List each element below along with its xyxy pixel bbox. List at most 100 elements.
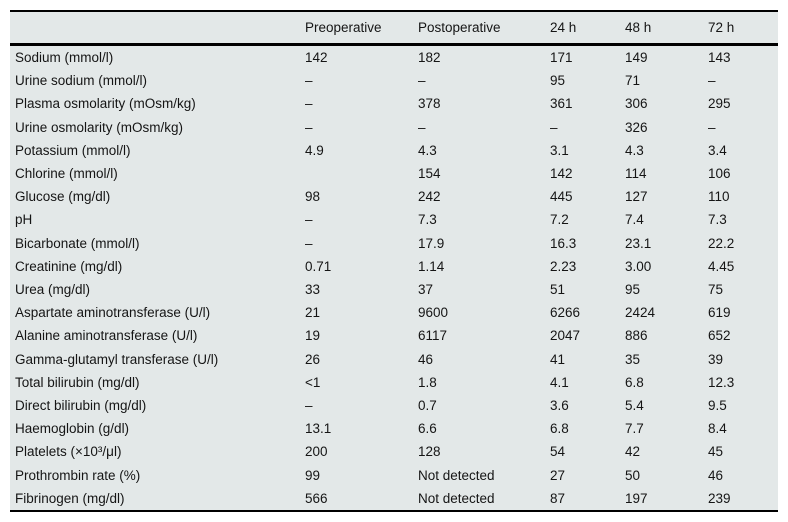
cell: – <box>305 235 313 251</box>
table-row: Gamma-glutamyl transferase (U/l) 26 46 41 35… <box>10 348 778 371</box>
cell: 37 <box>418 282 434 298</box>
cell: 26 <box>305 351 321 367</box>
row-label: Urine osmolarity (mOsm/kg) <box>15 119 184 135</box>
table-row: Direct bilirubin (mg/dl) – 0.7 3.6 5.4 9.5 <box>10 394 778 417</box>
row-label: Prothrombin rate (%) <box>15 467 141 483</box>
cell: – <box>305 212 313 228</box>
row-label: Fibrinogen (mg/dl) <box>15 490 125 506</box>
cell: 110 <box>708 189 730 205</box>
table-row: Glucose (mg/dl) 98 242 445 127 110 <box>10 185 778 208</box>
cell: 7.3 <box>708 212 727 228</box>
cell: 87 <box>550 490 566 506</box>
cell: 171 <box>550 50 573 65</box>
cell: 46 <box>708 467 724 483</box>
cell: 13.1 <box>305 421 332 437</box>
cell: 95 <box>625 282 641 298</box>
cell: 6.6 <box>418 421 437 437</box>
cell: – <box>418 73 426 89</box>
cell: 45 <box>708 444 724 460</box>
row-label: Sodium (mmol/l) <box>15 50 114 65</box>
cell: 21 <box>305 305 321 321</box>
cell: 7.7 <box>625 421 644 437</box>
table-row: Platelets (×10³/μl) 200 128 54 42 45 <box>10 440 778 463</box>
row-label: Alanine aminotransferase (U/l) <box>15 328 198 344</box>
cell: 2047 <box>550 328 581 344</box>
cell: Not detected <box>418 490 495 506</box>
table-row: Urea (mg/dl) 33 37 51 95 75 <box>10 278 778 301</box>
row-label: Plasma osmolarity (mOsm/kg) <box>15 96 196 112</box>
cell: 149 <box>625 50 648 65</box>
cell: 1.14 <box>418 258 445 274</box>
table-row: Total bilirubin (mg/dl) <1 1.8 4.1 6.8 12.3 <box>10 371 778 394</box>
cell: – <box>550 119 558 135</box>
cell: 7.4 <box>625 212 644 228</box>
cell: 50 <box>625 467 641 483</box>
cell: 3.1 <box>550 142 569 158</box>
cell: 886 <box>625 328 648 344</box>
row-label: Aspartate aminotransferase (U/l) <box>15 305 211 321</box>
cell: 128 <box>418 444 441 460</box>
lab-results-table: Preoperative Postoperative 24 h 48 h 72 … <box>10 10 778 513</box>
table-row: Alanine aminotransferase (U/l) 19 6117 2047… <box>10 324 778 347</box>
cell: 41 <box>550 351 566 367</box>
cell: 23.1 <box>625 235 652 251</box>
row-label: Chlorine (mmol/l) <box>15 166 118 182</box>
cell: 143 <box>708 50 731 65</box>
cell: 19 <box>305 328 321 344</box>
cell: 652 <box>708 328 731 344</box>
cell: 197 <box>625 490 648 506</box>
cell: 12.3 <box>708 374 735 390</box>
cell: 378 <box>418 96 441 112</box>
cell: Not detected <box>418 467 495 483</box>
cell: 6.8 <box>550 421 569 437</box>
cell: 22.2 <box>708 235 735 251</box>
row-label: pH <box>15 212 33 228</box>
table-row: Sodium (mmol/l) 142 182 171 149 143 <box>10 45 778 70</box>
table-row: Potassium (mmol/l) 4.9 4.3 3.1 4.3 3.4 <box>10 139 778 162</box>
cell: 142 <box>550 166 573 182</box>
table-body: Sodium (mmol/l) 142 182 171 149 143 Urine sodi… <box>10 45 778 512</box>
row-label: Platelets (×10³/μl) <box>15 444 122 460</box>
cell: 154 <box>418 166 441 182</box>
cell: 106 <box>708 166 731 182</box>
cell: 75 <box>708 282 724 298</box>
cell: 5.4 <box>625 398 644 414</box>
cell: 99 <box>305 467 321 483</box>
cell: 239 <box>708 490 731 506</box>
row-label: Gamma-glutamyl transferase (U/l) <box>15 351 219 367</box>
cell: 1.8 <box>418 374 437 390</box>
cell: – <box>708 73 716 89</box>
row-label: Creatinine (mg/dl) <box>15 258 123 274</box>
cell: 4.9 <box>305 142 324 158</box>
cell: 51 <box>550 282 566 298</box>
cell: 242 <box>418 189 441 205</box>
cell: 6117 <box>418 328 448 344</box>
cell: 39 <box>708 351 724 367</box>
cell: 4.1 <box>550 374 569 390</box>
column-header-48h: 48 h <box>625 11 708 46</box>
cell: 3.6 <box>550 398 569 414</box>
cell: 6.8 <box>625 374 644 390</box>
cell: 27 <box>550 467 566 483</box>
table-row: Urine sodium (mmol/l) – – 95 71 – <box>10 69 778 92</box>
row-label: Haemoglobin (g/dl) <box>15 421 130 437</box>
cell: 295 <box>708 96 731 112</box>
cell: 71 <box>625 73 641 89</box>
table-row: Creatinine (mg/dl) 0.71 1.14 2.23 3.00 4.45 <box>10 255 778 278</box>
cell: 9.5 <box>708 398 727 414</box>
table-row: Prothrombin rate (%) 99 Not detected 27 50 46 <box>10 464 778 487</box>
cell: 9600 <box>418 305 449 321</box>
cell: – <box>305 398 313 414</box>
cell: – <box>708 119 716 135</box>
row-label: Urine sodium (mmol/l) <box>15 73 148 89</box>
cell: 306 <box>625 96 648 112</box>
cell: – <box>418 119 426 135</box>
cell: 127 <box>625 189 648 205</box>
cell: 0.7 <box>418 398 437 414</box>
cell: 4.3 <box>418 142 437 158</box>
table-row: Fibrinogen (mg/dl) 566 Not detected 87 197 23… <box>10 487 778 511</box>
table-row: Haemoglobin (g/dl) 13.1 6.6 6.8 7.7 8.4 <box>10 417 778 440</box>
cell: 7.3 <box>418 212 437 228</box>
column-header-24h: 24 h <box>550 11 625 46</box>
